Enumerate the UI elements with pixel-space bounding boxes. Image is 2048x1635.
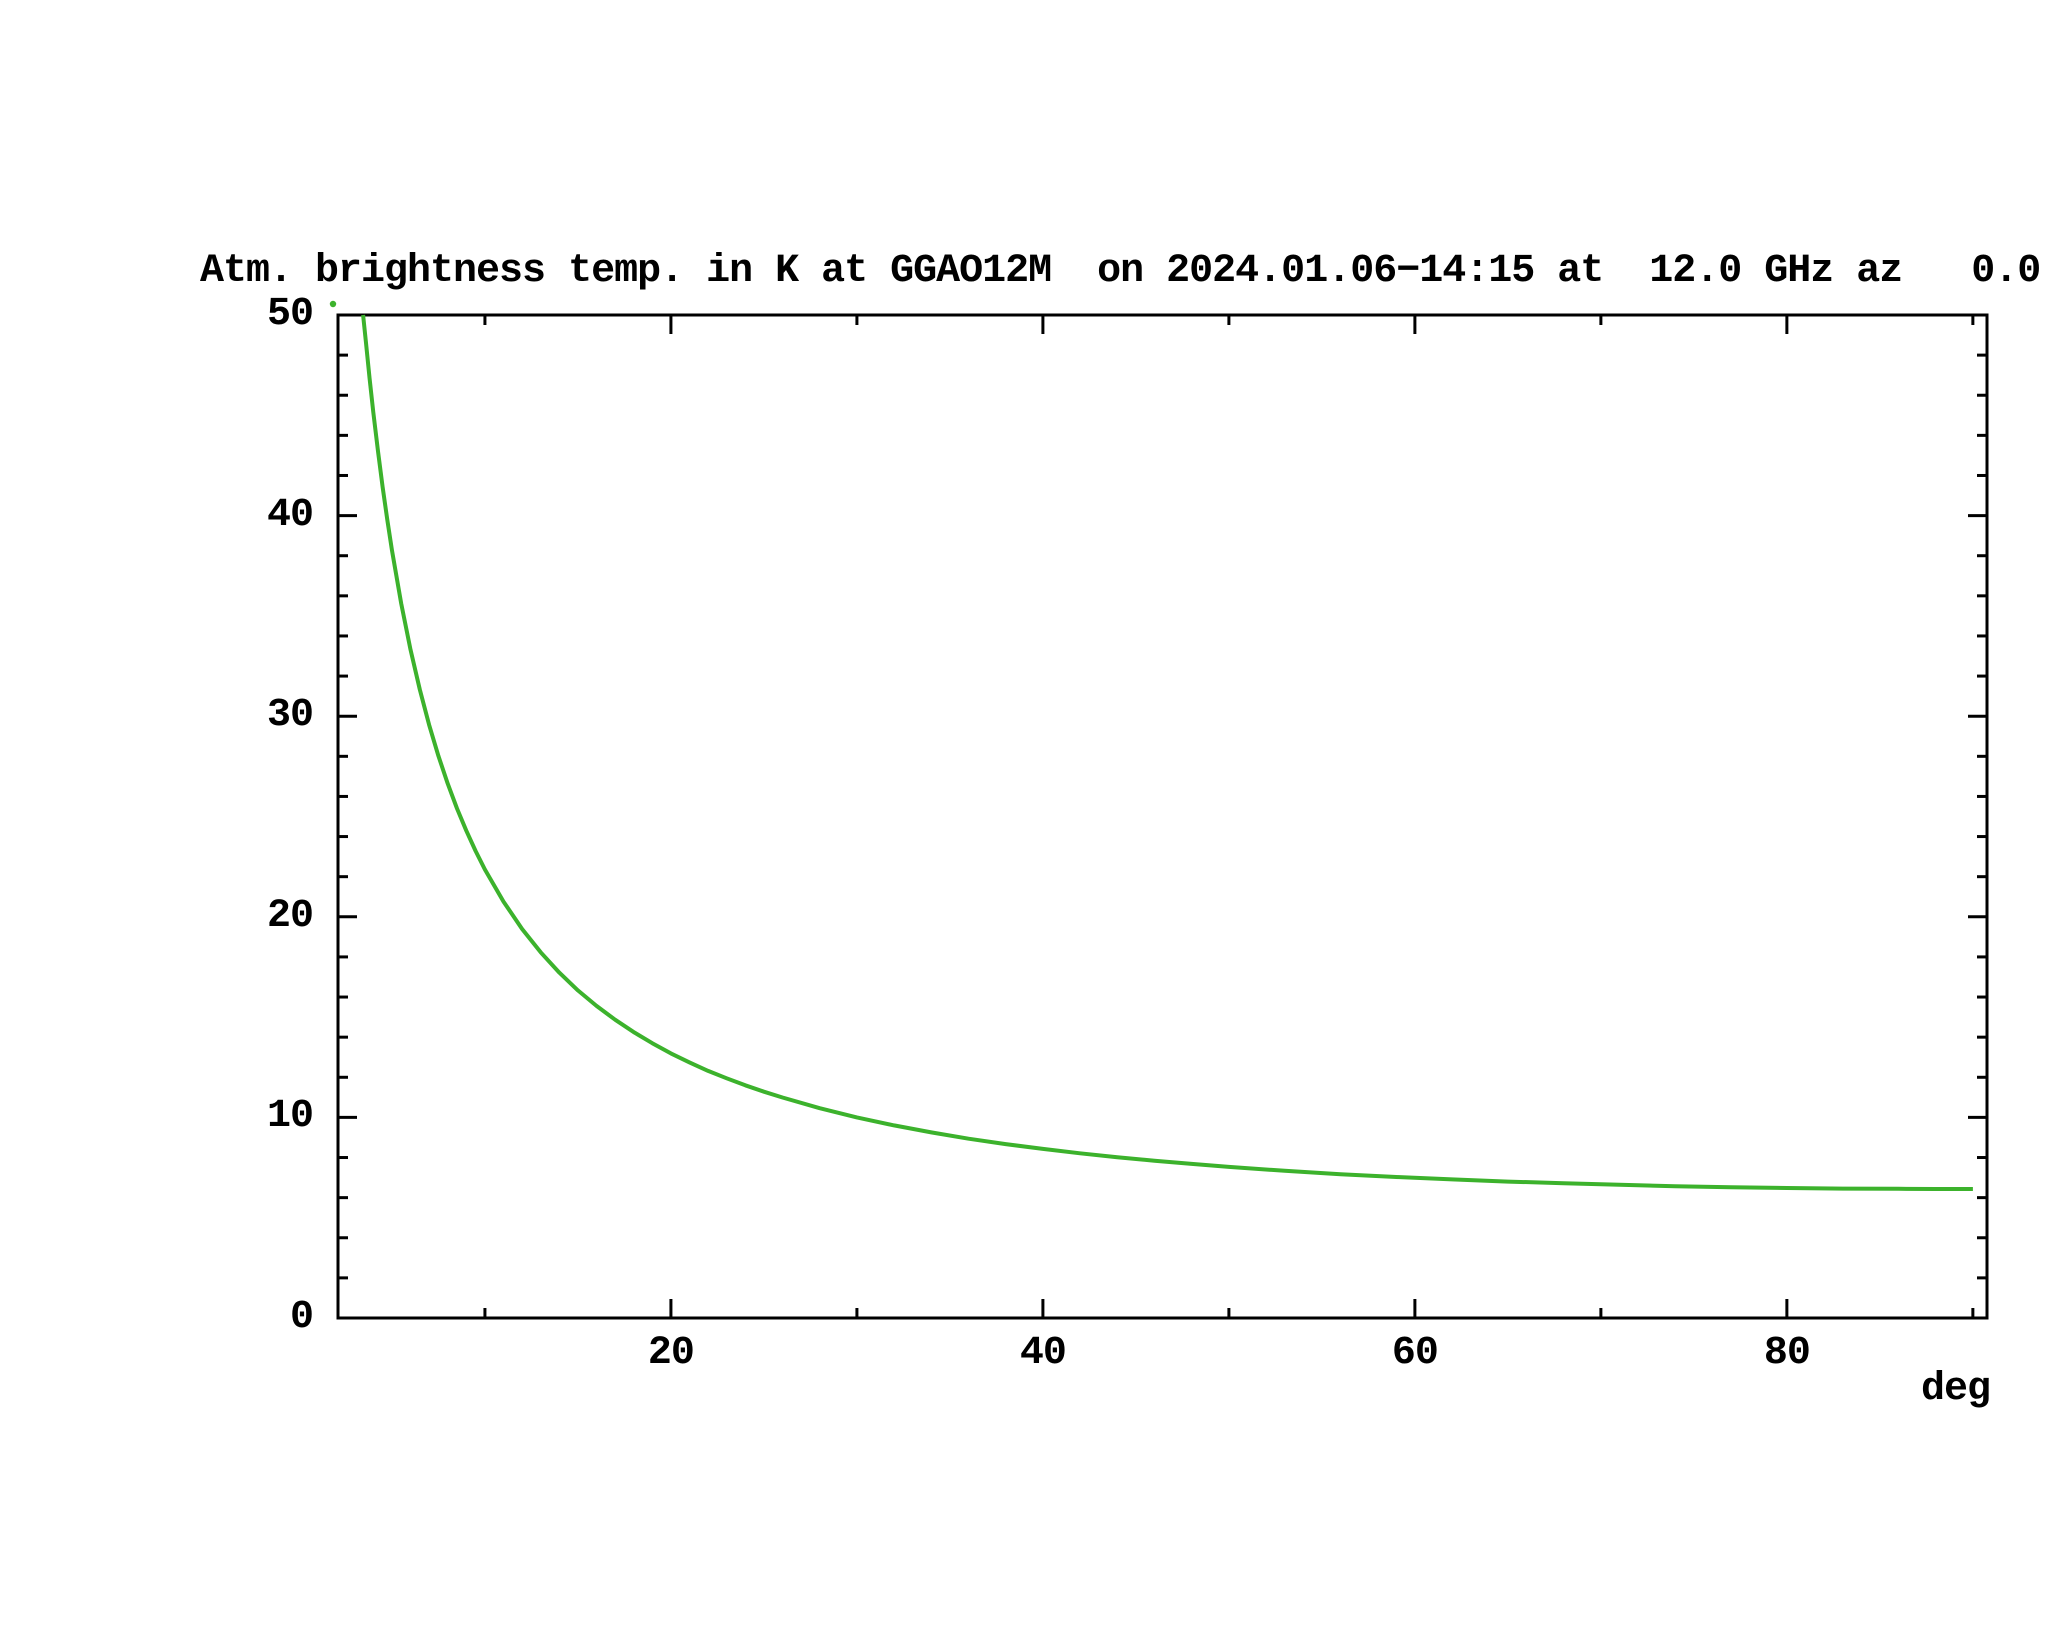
- plot-frame: [336, 313, 1989, 1320]
- axis-ticks: [338, 313, 1987, 1320]
- x-tick-label: 40: [1019, 1331, 1067, 1376]
- y-tick-label: 0: [289, 1295, 314, 1340]
- chart-title: Atm. brightness temp. in K at GGAO12M on…: [200, 249, 2041, 294]
- x-tick-label: 20: [647, 1331, 695, 1376]
- clipped-point-dot: [329, 300, 337, 308]
- y-tick-label: 20: [266, 893, 314, 939]
- y-tick-label: 30: [266, 693, 314, 739]
- temperature-curve: [361, 314, 1973, 1191]
- y-tick-label: 40: [266, 492, 314, 538]
- y-tick-label: 50: [266, 292, 314, 337]
- x-tick-label: 80: [1763, 1331, 1811, 1376]
- x-axis-unit-label: deg: [1920, 1367, 1991, 1412]
- x-tick-label: 60: [1391, 1331, 1439, 1376]
- y-tick-label: 10: [266, 1094, 314, 1140]
